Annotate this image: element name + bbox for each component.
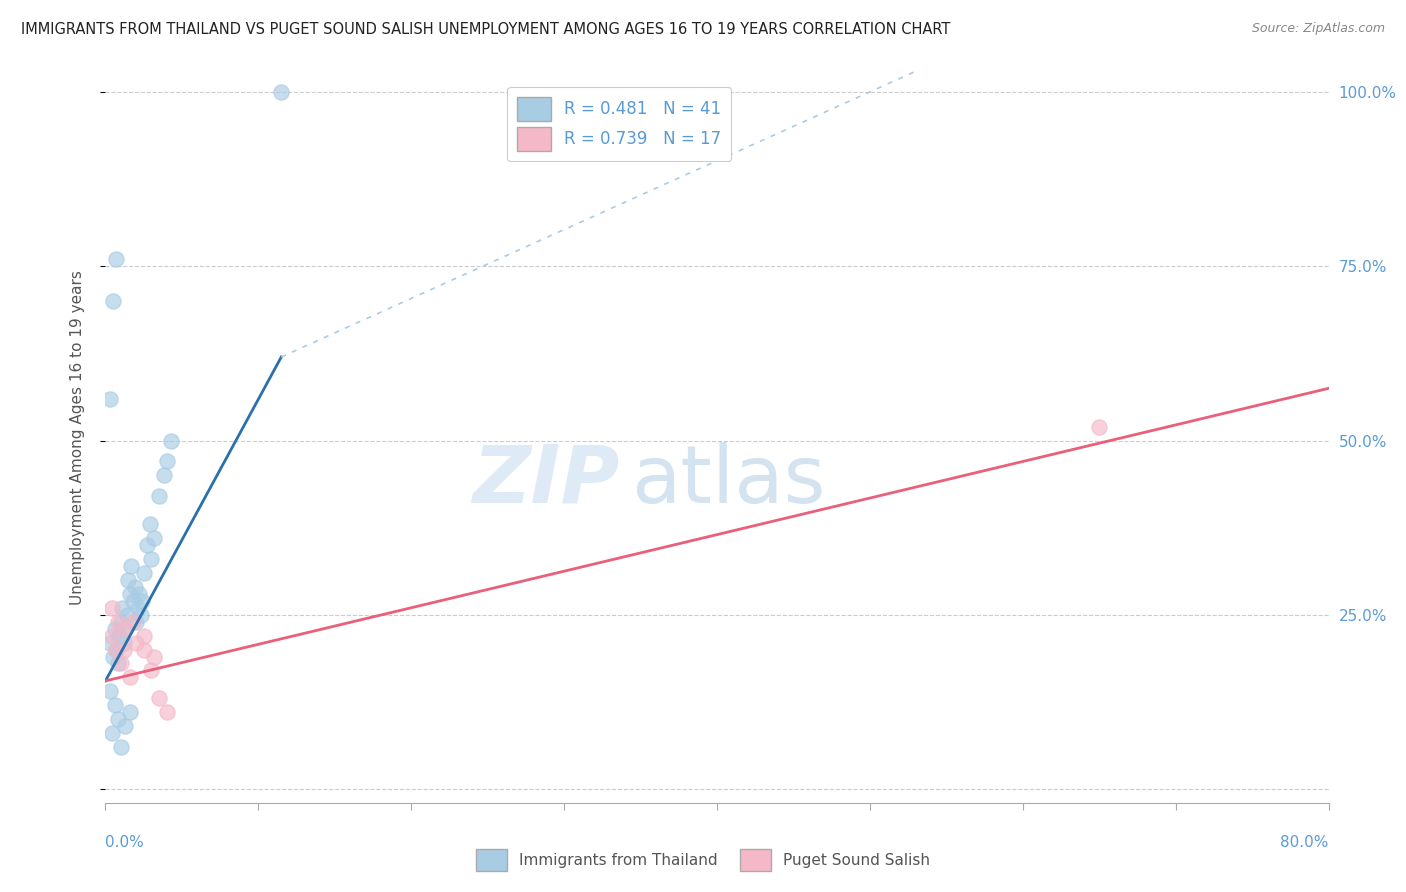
Point	[125, 635, 148, 649]
Point	[115, 607, 138, 622]
Y-axis label: Unemployment Among Ages 16 to 19 years: Unemployment Among Ages 16 to 19 years	[70, 269, 84, 605]
Point	[107, 657, 129, 671]
Point	[1088, 419, 1111, 434]
Point	[125, 615, 148, 629]
Point	[114, 719, 136, 733]
Point	[143, 531, 166, 545]
Point	[141, 552, 163, 566]
Point	[128, 587, 150, 601]
Text: ZIP: ZIP	[472, 442, 619, 520]
Point	[127, 600, 149, 615]
Point	[107, 712, 129, 726]
Point	[135, 538, 157, 552]
Point	[118, 670, 141, 684]
Point	[105, 642, 128, 657]
Text: 80.0%: 80.0%	[1281, 836, 1329, 850]
Point	[107, 615, 129, 629]
Text: Source: ZipAtlas.com: Source: ZipAtlas.com	[1251, 22, 1385, 36]
Point	[131, 594, 153, 608]
Point	[117, 573, 139, 587]
Legend: R = 0.481   N = 41, R = 0.739   N = 17: R = 0.481 N = 41, R = 0.739 N = 17	[508, 87, 731, 161]
Text: 0.0%: 0.0%	[105, 836, 145, 850]
Point	[139, 517, 162, 532]
Point	[155, 454, 177, 468]
Point	[114, 622, 136, 636]
Point	[148, 489, 170, 503]
Text: atlas: atlas	[631, 442, 825, 520]
Point	[120, 558, 142, 573]
Point	[111, 600, 134, 615]
Point	[104, 622, 127, 636]
Point	[105, 642, 128, 657]
Point	[105, 252, 128, 267]
Point	[101, 294, 124, 309]
Point	[155, 705, 177, 719]
Point	[129, 607, 152, 622]
Point	[132, 566, 155, 580]
Point	[118, 587, 141, 601]
Point	[143, 649, 166, 664]
Point	[110, 615, 132, 629]
Point	[110, 740, 132, 755]
Point	[118, 705, 141, 719]
Point	[148, 691, 170, 706]
Point	[141, 664, 163, 678]
Point	[124, 580, 146, 594]
Point	[152, 468, 174, 483]
Text: IMMIGRANTS FROM THAILAND VS PUGET SOUND SALISH UNEMPLOYMENT AMONG AGES 16 TO 19 : IMMIGRANTS FROM THAILAND VS PUGET SOUND …	[21, 22, 950, 37]
Legend: Immigrants from Thailand, Puget Sound Salish: Immigrants from Thailand, Puget Sound Sa…	[470, 843, 936, 877]
Point	[160, 434, 183, 448]
Point	[104, 698, 127, 713]
Point	[132, 642, 155, 657]
Point	[101, 649, 124, 664]
Point	[112, 635, 135, 649]
Point	[100, 726, 122, 740]
Point	[270, 85, 292, 99]
Point	[114, 622, 136, 636]
Point	[122, 615, 145, 629]
Point	[110, 657, 132, 671]
Point	[108, 629, 131, 643]
Point	[100, 600, 122, 615]
Point	[112, 642, 135, 657]
Point	[122, 594, 145, 608]
Point	[132, 629, 155, 643]
Point	[100, 629, 122, 643]
Point	[98, 392, 121, 406]
Point	[98, 635, 121, 649]
Point	[98, 684, 121, 698]
